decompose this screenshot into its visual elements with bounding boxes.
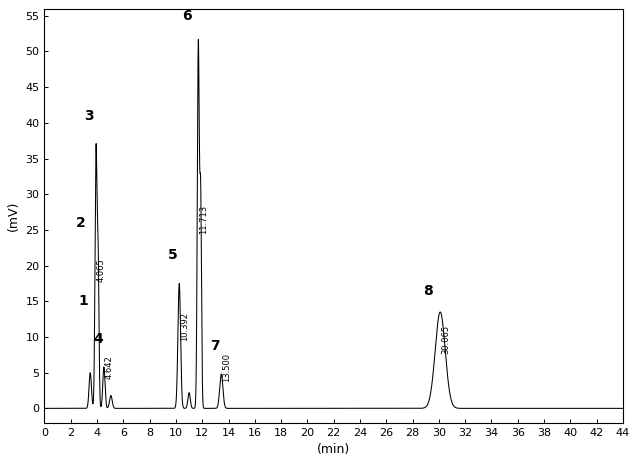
Text: 8: 8 — [424, 284, 433, 298]
Text: 11.713: 11.713 — [199, 205, 208, 234]
Text: 10.392: 10.392 — [180, 313, 189, 341]
Text: 4.642: 4.642 — [105, 355, 114, 379]
Text: 5: 5 — [168, 248, 178, 262]
Text: 3: 3 — [84, 109, 94, 123]
Text: 13.500: 13.500 — [222, 353, 231, 382]
Text: 30.065: 30.065 — [441, 325, 450, 354]
Text: 4.065: 4.065 — [97, 258, 106, 282]
X-axis label: (min): (min) — [317, 443, 350, 456]
Text: 7: 7 — [210, 339, 220, 353]
Text: 6: 6 — [182, 9, 191, 23]
Text: 1: 1 — [78, 294, 88, 308]
Text: 4: 4 — [94, 332, 104, 345]
Y-axis label: (mV): (mV) — [7, 200, 20, 231]
Text: 2: 2 — [76, 216, 86, 230]
